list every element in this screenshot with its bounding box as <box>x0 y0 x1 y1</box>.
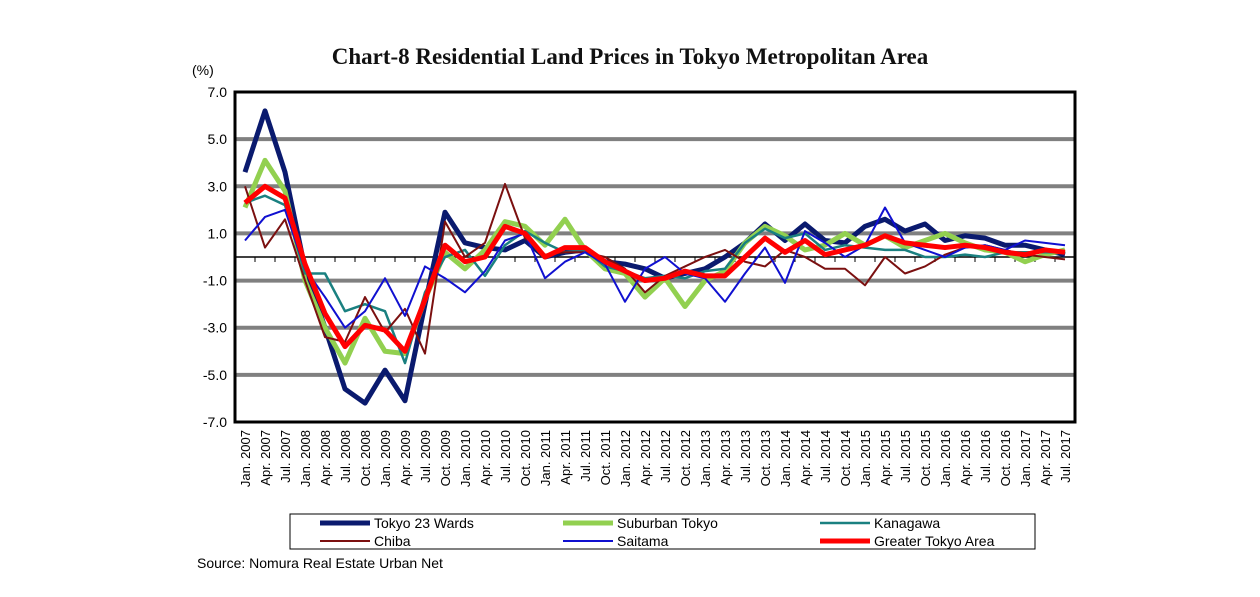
x-tick-label: Oct. 2008 <box>358 430 373 486</box>
x-tick-label: Jul. 2011 <box>578 430 593 482</box>
x-tick-label: Apr. 2013 <box>718 430 733 486</box>
x-tick-label: Jul. 2016 <box>978 430 993 483</box>
plot-border <box>233 90 1077 424</box>
legend-label: Saitama <box>617 533 669 549</box>
y-tick-label: -7.0 <box>203 414 227 430</box>
x-tick-label: Jan. 2017 <box>1018 430 1033 487</box>
x-tick-label: Oct. 2012 <box>678 430 693 486</box>
x-tick-label: Apr. 2016 <box>958 430 973 486</box>
x-tick-label: Apr. 2015 <box>878 430 893 486</box>
x-tick-label: Apr. 2012 <box>638 430 653 486</box>
x-tick-label: Jul. 2012 <box>658 430 673 483</box>
series-line-suburban-tokyo <box>242 157 1066 366</box>
x-tick-label: Oct. 2014 <box>838 430 853 486</box>
legend-label: Suburban Tokyo <box>617 515 718 531</box>
x-tick-label: Apr. 2011 <box>558 430 573 485</box>
x-tick-label: Jul. 2014 <box>818 430 833 483</box>
x-tick-label: Oct. 2009 <box>438 430 453 486</box>
x-tick-label: Oct. 2016 <box>998 430 1013 486</box>
x-tick-label: Oct. 2011 <box>598 430 613 485</box>
x-tick-label: Jan. 2014 <box>778 430 793 487</box>
x-tick-label: Apr. 2010 <box>478 430 493 486</box>
series-line-saitama <box>244 206 1066 329</box>
x-tick-label: Apr. 2007 <box>258 430 273 486</box>
x-tick-label: Jan. 2013 <box>698 430 713 487</box>
y-tick-label: -1.0 <box>203 273 227 289</box>
x-tick-label: Jul. 2009 <box>418 430 433 483</box>
x-tick-label: Jul. 2013 <box>738 430 753 483</box>
x-tick-label: Apr. 2009 <box>398 430 413 486</box>
x-tick-label: Jul. 2008 <box>338 430 353 483</box>
y-tick-label: 3.0 <box>208 178 228 194</box>
x-tick-label: Oct. 2015 <box>918 430 933 486</box>
legend-label: Chiba <box>374 533 411 549</box>
y-tick-label: 1.0 <box>208 225 228 241</box>
x-tick-label: Oct. 2010 <box>518 430 533 486</box>
series-line-tokyo-23-wards <box>242 108 1066 406</box>
x-tick-label: Apr. 2014 <box>798 430 813 486</box>
y-tick-label: 5.0 <box>208 131 228 147</box>
x-tick-label: Jan. 2011 <box>538 430 553 486</box>
x-tick-label: Apr. 2017 <box>1038 430 1053 486</box>
x-tick-label: Jan. 2010 <box>458 430 473 487</box>
legend-label: Greater Tokyo Area <box>874 533 995 549</box>
x-tick-label: Jul. 2017 <box>1058 430 1073 483</box>
legend-label: Kanagawa <box>874 515 940 531</box>
x-tick-label: Jan. 2009 <box>378 430 393 487</box>
y-tick-label: -3.0 <box>203 320 227 336</box>
x-tick-label: Jan. 2012 <box>618 430 633 487</box>
chart-title: Chart-8 Residential Land Prices in Tokyo… <box>331 44 929 69</box>
source-note: Source: Nomura Real Estate Urban Net <box>197 555 443 571</box>
x-tick-label: Apr. 2008 <box>318 430 333 486</box>
x-tick-label: Jul. 2007 <box>278 430 293 483</box>
x-tick-label: Jan. 2016 <box>938 430 953 487</box>
legend <box>289 513 1036 550</box>
x-tick-label: Jan. 2008 <box>298 430 313 487</box>
y-axis-unit: (%) <box>192 62 214 78</box>
x-tick-label: Jan. 2007 <box>238 430 253 487</box>
y-tick-label: 7.0 <box>208 84 228 100</box>
x-tick-label: Oct. 2013 <box>758 430 773 486</box>
x-tick-label: Jan. 2015 <box>858 430 873 487</box>
y-tick-label: -5.0 <box>203 367 227 383</box>
legend-label: Tokyo 23 Wards <box>374 515 474 531</box>
series-line-greater-tokyo-area <box>243 183 1066 354</box>
x-tick-label: Jul. 2015 <box>898 430 913 483</box>
series-line-chiba <box>244 182 1066 355</box>
x-tick-label: Jul. 2010 <box>498 430 513 483</box>
